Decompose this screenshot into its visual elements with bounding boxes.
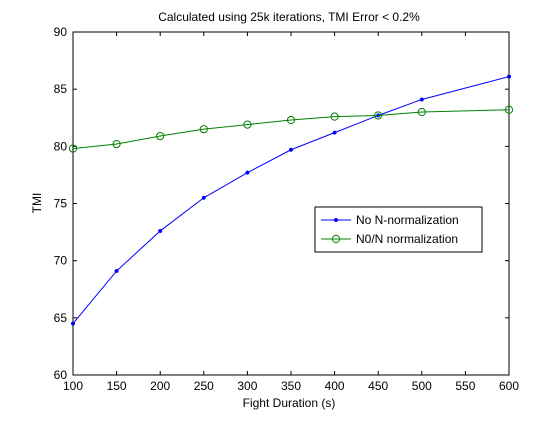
series-1-point [245,170,250,175]
y-tick-label: 65 [54,311,68,325]
series-1-point [506,74,512,79]
y-tick-label: 70 [54,254,68,268]
x-axis-ticks: 100 150 200 250 300 350 400 450 500 550 600 [63,32,519,393]
legend: No N-normalization N0/N normalization [314,206,483,253]
x-tick-label: 150 [107,379,127,393]
series-line-2 [72,109,510,150]
y-tick-label: 90 [54,25,68,39]
x-tick-label: 200 [150,379,170,393]
x-tick-label: 100 [63,379,83,393]
chart-title: Calculated using 25k iterations, TMI Err… [158,10,420,24]
series-2-point [504,105,514,114]
y-tick-label: 75 [54,197,68,211]
x-tick-label: 600 [499,379,519,393]
plot-area [72,31,510,376]
series-2-point [330,112,339,121]
series-2-point [156,131,165,141]
legend-marker-1 [333,217,339,223]
series-1-point [288,147,294,152]
series-2-point [68,144,78,153]
legend-marker-2 [331,234,341,244]
series-2-point [112,139,121,149]
legend-label-2: N0/N normalization [356,232,458,246]
x-tick-label: 450 [368,379,388,393]
legend-box [314,206,483,253]
series-1-point [201,195,206,200]
series-2-point [286,115,296,125]
series-1-point [158,228,163,233]
series-1-point [114,268,119,274]
y-tick-label: 60 [54,368,68,382]
series-layer [68,74,514,326]
x-tick-label: 350 [281,379,301,393]
series-2-point [243,120,252,129]
x-tick-label: 400 [325,379,345,393]
series-1-point [70,321,76,326]
y-tick-label: 80 [54,139,68,153]
y-axis-ticks: 60 65 70 75 80 85 90 [54,25,509,382]
series-1-point [332,130,337,135]
x-tick-label: 550 [455,379,475,393]
series-line-1 [72,76,510,324]
y-tick-label: 85 [54,82,68,96]
x-tick-label: 500 [412,379,432,393]
series-2-point [417,107,426,117]
series-2-point [199,125,208,134]
plot-frame [72,31,510,376]
y-axis-label: TMI [30,193,44,214]
x-tick-label: 250 [194,379,214,393]
series-2-point [374,111,383,120]
x-tick-label: 300 [237,379,257,393]
series-1-point [419,97,424,102]
legend-label-1: No N-normalization [356,213,459,227]
x-axis-label: Fight Duration (s) [243,396,336,410]
